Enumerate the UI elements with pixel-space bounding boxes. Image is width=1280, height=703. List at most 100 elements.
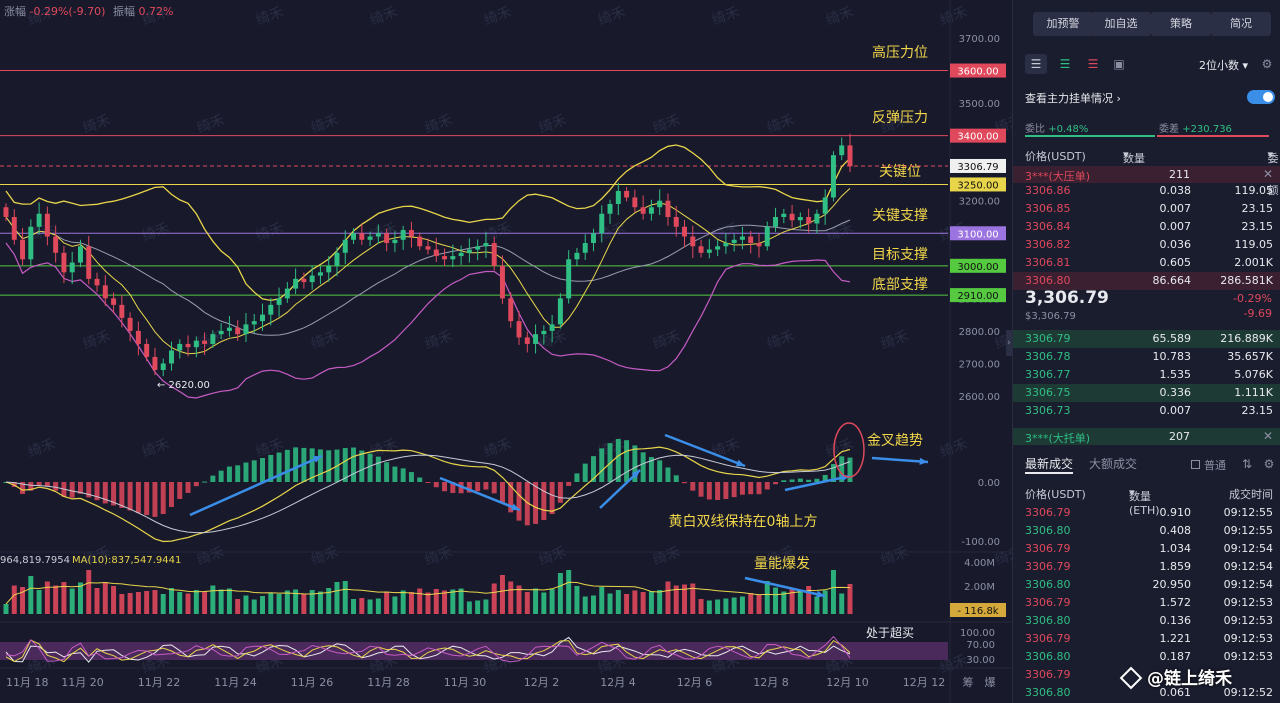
close-icon[interactable]: ✕ — [1262, 429, 1273, 443]
candle-body — [433, 249, 439, 257]
brand-watermark: @链上绮禾 — [1119, 664, 1232, 690]
candle-body — [111, 298, 117, 305]
volume-bar — [442, 590, 448, 614]
ask-row[interactable]: 3306.86 0.038 119.05 — [1013, 182, 1280, 200]
candle-body — [640, 207, 646, 214]
candle-body — [615, 190, 621, 204]
layout-depth-icon[interactable]: ▣ — [1113, 57, 1125, 71]
layout-bids-icon[interactable]: ☰ — [1059, 57, 1071, 71]
trade-row[interactable]: 3306.80 0.136 09:12:53 — [1013, 612, 1280, 630]
trend-arrow — [189, 454, 323, 517]
x-tick: 12月 2 — [524, 676, 560, 689]
volume-bar — [657, 590, 663, 614]
macd-bar — [102, 482, 108, 504]
candle-body — [326, 265, 332, 273]
change-value: -0.29%(-9.70) — [29, 5, 106, 18]
ma10-text: MA(10):837,547.9441 — [72, 555, 181, 566]
macd-bar — [698, 482, 704, 497]
volume-bar — [144, 591, 150, 614]
add-watchlist-button[interactable]: 加自选 — [1091, 12, 1151, 36]
bid-row[interactable]: 3306.75 0.336 1.111K — [1013, 384, 1280, 402]
ask-row[interactable]: 3306.84 0.007 23.15 — [1013, 218, 1280, 236]
candle-body — [458, 252, 464, 257]
layout-asks-icon[interactable]: ☰ — [1087, 57, 1099, 71]
macd-bar — [425, 482, 431, 483]
candle-body — [400, 230, 406, 240]
macd-bar — [375, 456, 381, 482]
macd-bar — [499, 482, 505, 503]
trade-row[interactable]: 3306.80 0.408 09:12:55 — [1013, 522, 1280, 540]
volume-bar — [326, 588, 332, 614]
level-annotation: 关键支撑 — [872, 208, 928, 224]
trade-row[interactable]: 3306.79 — [1013, 666, 1280, 684]
volume-bar — [739, 596, 745, 614]
price-tick: 2800.00 — [959, 327, 1000, 338]
macd-bar — [251, 460, 257, 482]
boll-mid-line — [5, 216, 851, 336]
volume-bar — [69, 588, 75, 614]
ask-row[interactable]: 3306.81 0.605 2.001K — [1013, 254, 1280, 272]
candle-body — [243, 324, 249, 335]
trade-row[interactable]: 3306.79 1.034 09:12:54 — [1013, 540, 1280, 558]
tr-col-price: 价格(USDT) — [1025, 488, 1086, 501]
price-tick: 3200.00 — [959, 197, 1000, 208]
volume-bar — [20, 587, 26, 614]
candle-body — [276, 298, 282, 305]
ask-row[interactable]: 3306.85 0.007 23.15 — [1013, 200, 1280, 218]
trade-row[interactable]: 3306.80 20.950 09:12:54 — [1013, 576, 1280, 594]
filter-icon[interactable]: ⇅ — [1241, 457, 1253, 471]
bid-row[interactable]: 3306.78 10.783 35.657K — [1013, 348, 1280, 366]
candle-body — [210, 334, 216, 344]
big-ask-label: 3***(大压单) — [1025, 170, 1091, 183]
overview-button[interactable]: 简况 — [1211, 12, 1271, 36]
trade-row[interactable]: 3306.79 1.859 09:12:54 — [1013, 558, 1280, 576]
candle-body — [193, 340, 199, 348]
volume-bar — [293, 589, 299, 614]
macd-bar — [442, 482, 448, 492]
tab-large-trades[interactable]: 大额成交 — [1089, 457, 1138, 471]
cell-amount: 09:12:54 — [1223, 578, 1273, 591]
settings-icon[interactable]: ⚙ — [1263, 457, 1275, 471]
last-change-pct: -0.29% — [1233, 292, 1272, 305]
add-alert-button[interactable]: 加预警 — [1033, 12, 1093, 36]
settings-icon[interactable]: ⚙ — [1261, 57, 1273, 71]
trade-row[interactable]: 3306.79 1.572 09:12:53 — [1013, 594, 1280, 612]
trade-row[interactable]: 3306.79 1.221 09:12:53 — [1013, 630, 1280, 648]
decimals-select[interactable]: 2位小数 ▾ — [1199, 59, 1249, 72]
volume-bar — [690, 583, 696, 614]
ob-col-qty[interactable]: 数量 (ETH) ▾ — [1123, 148, 1154, 179]
bid-row[interactable]: 3306.79 65.589 216.889K — [1013, 330, 1280, 348]
macd-bar — [36, 482, 42, 486]
volume-bar — [86, 570, 92, 614]
bid-row[interactable]: 3306.77 1.535 5.076K — [1013, 366, 1280, 384]
candle-body — [36, 213, 42, 227]
tab-latest-trades[interactable]: 最新成交 — [1025, 457, 1074, 471]
ob-col-amount[interactable]: 委托额 ▾ — [1267, 148, 1279, 197]
volume-bar — [359, 598, 365, 614]
trend-arrow — [871, 456, 929, 464]
main-orders-toggle[interactable] — [1247, 90, 1275, 104]
macd-bar — [28, 482, 34, 491]
ask-row[interactable]: 3306.80 86.664 286.581K — [1013, 272, 1280, 290]
ask-row[interactable]: 3306.82 0.036 119.05 — [1013, 236, 1280, 254]
trade-row[interactable]: 3306.79 0.910 09:12:55 — [1013, 504, 1280, 522]
trade-row[interactable]: 3306.80 0.061 09:12:52 — [1013, 684, 1280, 702]
cell-qty: 0.336 — [1159, 386, 1192, 399]
collapse-handle[interactable]: › — [1006, 330, 1012, 356]
volume-bar — [425, 592, 431, 614]
volume-bar — [367, 599, 373, 614]
layout-both-icon[interactable]: ☰ — [1025, 54, 1047, 74]
filter-normal[interactable]: 普通 — [1191, 457, 1226, 473]
bid-row[interactable]: 3306.73 0.007 23.15 — [1013, 402, 1280, 420]
tr-col-qty[interactable]: 数量(ETH) ▾ — [1129, 486, 1160, 517]
x-tick: 11月 28 — [367, 676, 410, 689]
cell-price: 3306.79 — [1025, 596, 1071, 609]
cell-qty: 0.910 — [1159, 506, 1192, 519]
trade-row[interactable]: 3306.80 0.187 09:12:53 — [1013, 648, 1280, 666]
candle-body — [235, 327, 241, 335]
big-bid-row[interactable]: 3***(大托单) 207 ✕ — [1013, 428, 1280, 445]
big-ask-row[interactable]: 3***(大压单) 211 ✕ — [1013, 166, 1280, 183]
close-icon[interactable]: ✕ — [1262, 167, 1273, 181]
strategy-button[interactable]: 策略 — [1151, 12, 1211, 36]
